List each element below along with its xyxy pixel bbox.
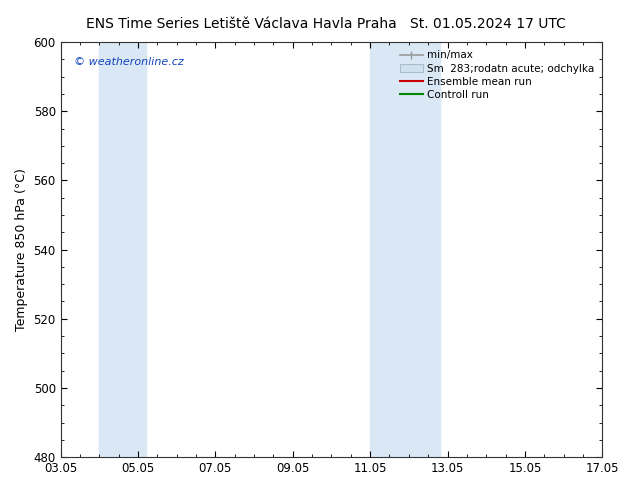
Legend: min/max, Sm  283;rodatn acute; odchylka, Ensemble mean run, Controll run: min/max, Sm 283;rodatn acute; odchylka, … [396, 47, 597, 103]
Text: ENS Time Series Letiště Václava Havla Praha: ENS Time Series Letiště Václava Havla Pr… [86, 17, 396, 31]
Bar [100, 42, 146, 457]
Y-axis label: Temperature 850 hPa (°C): Temperature 850 hPa (°C) [15, 168, 28, 331]
Text: St. 01.05.2024 17 UTC: St. 01.05.2024 17 UTC [410, 17, 566, 31]
Text: © weatheronline.cz: © weatheronline.cz [74, 56, 184, 67]
Bar [370, 42, 440, 457]
